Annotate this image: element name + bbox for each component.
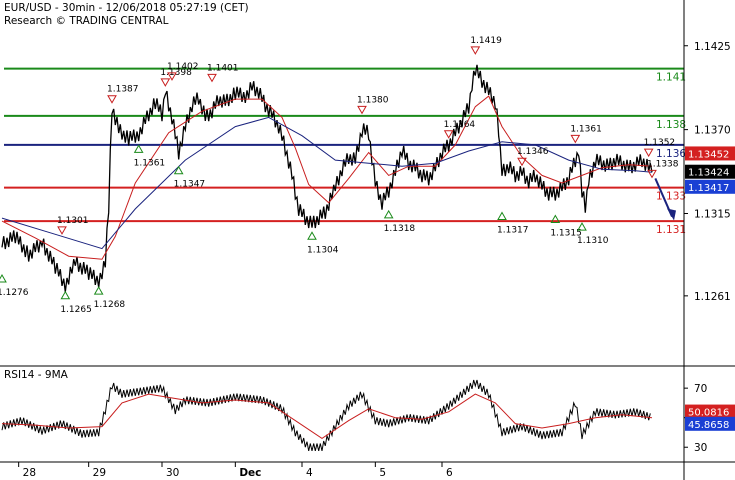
rsi-tag-label: 45.8658 [688,420,729,431]
price-tag-label: 1.13424 [688,168,729,179]
resistance-marker-icon [470,46,481,55]
resistance-marker-icon [207,73,217,83]
high-annotation: 1.1419 [470,36,502,46]
x-tick-label: 4 [306,467,313,479]
x-tick-label: 28 [23,467,36,479]
rsi-y-tick-label: 70 [694,383,707,395]
moving-average-blue [1,116,653,250]
moving-average-red [1,95,653,260]
level-label: 1.131 [656,224,686,236]
x-tick-label: 6 [446,467,453,479]
x-tick-label: 5 [379,467,386,479]
high-annotation: 1.1352 [644,138,676,148]
rsi-line [1,379,651,452]
low-annotation: 1.1268 [94,300,126,310]
rsi-ma-line [1,393,653,440]
high-annotation: 1.1401 [207,63,239,73]
level-label: 1.141 [656,72,686,84]
y-tick-label: 1.1315 [694,209,731,221]
price-tag-label: 1.13417 [688,183,729,194]
price-tag [685,179,735,194]
resistance-marker-icon [57,226,67,235]
support-marker-icon [60,290,71,300]
low-annotation: 1.1347 [174,180,206,190]
resistance-marker-icon [647,169,657,179]
resistance-marker-icon [643,148,654,158]
x-tick-label: Dec [239,467,261,479]
support-marker-icon [550,214,561,223]
low-annotation: 1.1265 [60,305,91,315]
chart-title: EUR/USD - 30min - 12/06/2018 05:27:19 (C… [4,2,249,14]
price-line [1,64,653,293]
price-series [1,64,676,293]
support-marker-icon [577,222,587,231]
resistance-marker-icon [443,130,454,139]
low-annotation: 1.1304 [307,245,339,255]
low-annotation: 1.1317 [497,225,529,235]
high-annotation: 1.1387 [107,85,139,95]
high-annotation: 1.1301 [57,216,89,226]
level-label: 1.138 [656,119,686,131]
high-annotation: 1.1346 [517,147,549,157]
high-annotation: 1.1364 [444,120,476,130]
price-tag [685,146,735,161]
annotations: 1.1276 1.1265 1.1268 1.1301 1.1387 1.1361 1.13… [0,36,679,315]
level-label: 1.136 [656,148,686,160]
resistance-marker-icon [570,134,581,144]
y-tick-label: 1.1370 [694,125,731,137]
y-tick-label: 1.1425 [694,41,731,53]
support-marker-icon [173,165,184,175]
resistance-marker-icon [107,95,117,104]
x-tick-label: 29 [93,467,106,479]
low-annotation: 1.1361 [134,158,166,168]
high-annotation: 1.1361 [570,124,602,134]
resistance-marker-icon [517,157,527,167]
low-annotation: 1.1315 [550,229,582,239]
high-annotation: 1.1380 [357,95,389,105]
rsi-y-tick-label: 30 [694,442,707,454]
high-annotation: 1.1402 [167,62,199,72]
support-marker-icon [93,286,104,295]
support-marker-icon [497,211,507,220]
low-annotation: 1.1276 [0,288,29,298]
low-annotation: 1.1318 [384,224,416,234]
support-marker-icon [0,273,7,283]
rsi-tag-label: 50.0816 [688,408,729,419]
support-marker-icon [383,209,394,219]
support-marker-icon [133,144,144,153]
x-tick-label: 30 [166,467,179,479]
price-tag-label: 1.13452 [688,149,729,160]
rsi-tag [685,404,735,419]
resistance-marker-icon [167,72,177,81]
resistance-marker-icon [357,105,367,115]
high-annotation: 1.1338 [647,159,679,169]
time-axis: 28 29 30 Dec 4 5 6 [18,462,453,479]
forecast-arrow-head [667,208,676,221]
y-tick-label: 1.1261 [694,291,731,303]
rsi-tag [685,416,735,431]
low-annotation: 1.1310 [577,236,609,246]
price-tag [685,164,735,179]
chart-subtitle: Research © TRADING CENTRAL [4,15,169,27]
support-marker-icon [307,231,317,240]
rsi-label: RSI14 - 9MA [4,369,69,381]
resistance-marker-icon [160,78,171,87]
